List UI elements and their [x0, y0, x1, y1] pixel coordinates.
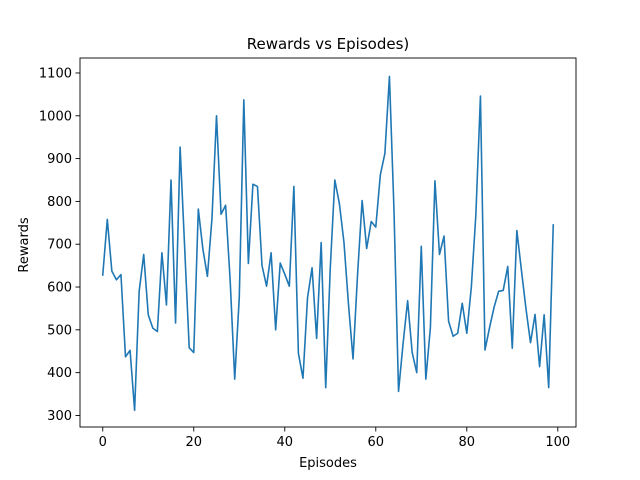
x-tick-label: 60: [368, 435, 385, 450]
series-line-0: [101, 75, 555, 412]
y-tick-label: 900: [47, 152, 72, 167]
x-tick-label: 80: [459, 435, 476, 450]
y-tick-label: 800: [47, 195, 72, 210]
x-tick-label: 40: [276, 435, 293, 450]
y-tick-label: 1000: [39, 109, 72, 124]
y-axis: 300 400 500 600 700 800 900 1000 1100: [39, 66, 80, 424]
y-tick-label: 400: [47, 366, 72, 381]
y-tick-label: 500: [47, 323, 72, 338]
x-tick-label: 100: [545, 435, 570, 450]
x-axis-title: Episodes: [299, 456, 357, 471]
x-axis: 0 20 40 60 80 100: [99, 427, 570, 450]
x-tick-label: 20: [185, 435, 202, 450]
y-tick-label: 600: [47, 281, 72, 296]
y-tick-label: 700: [47, 238, 72, 253]
y-tick-label: 300: [47, 409, 72, 424]
plot-frame: [79, 57, 577, 428]
plot-area: [79, 57, 577, 428]
chart-title: Rewards vs Episodes): [247, 35, 409, 53]
y-axis-title: Rewards: [17, 217, 32, 272]
x-tick-label: 0: [99, 435, 107, 450]
y-tick-label: 1100: [39, 66, 72, 81]
